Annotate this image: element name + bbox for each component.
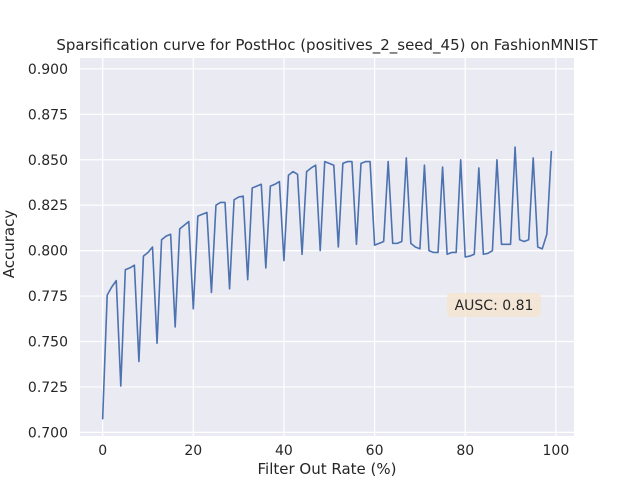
ausc-annotation: AUSC: 0.81: [447, 293, 541, 317]
y-tick-label: 0.900: [28, 62, 68, 78]
y-axis-label: Accuracy: [0, 210, 18, 279]
x-tick-label: 40: [275, 443, 293, 459]
y-tick-label: 0.850: [28, 153, 68, 169]
series-layer: [101, 146, 553, 420]
y-tick-label: 0.750: [28, 335, 68, 351]
annotation-text: AUSC: 0.81: [455, 298, 534, 314]
annotation-box: [447, 293, 541, 317]
x-tick-label: 0: [98, 443, 107, 459]
y-tick-label: 0.875: [28, 107, 68, 123]
chart-title: Sparsification curve for PostHoc (positi…: [56, 36, 598, 55]
x-tick-label: 60: [366, 443, 384, 459]
x-tick-label: 80: [456, 443, 474, 459]
series-line: [101, 146, 553, 420]
y-tick-label: 0.800: [28, 244, 68, 260]
y-tick-label: 0.825: [28, 198, 68, 214]
plot-background: [80, 58, 574, 436]
y-tick-label: 0.725: [28, 380, 68, 396]
y-tick-label: 0.775: [28, 289, 68, 305]
x-tick-label: 100: [543, 443, 570, 459]
x-tick-label: 20: [184, 443, 202, 459]
x-axis-label: Filter Out Rate (%): [258, 460, 397, 478]
y-tick-label: 0.700: [28, 425, 68, 441]
tick-labels: 0 20 40 60 80 100 0.700 0.725 0.750 0.775 0.800 0.8…: [28, 62, 569, 459]
